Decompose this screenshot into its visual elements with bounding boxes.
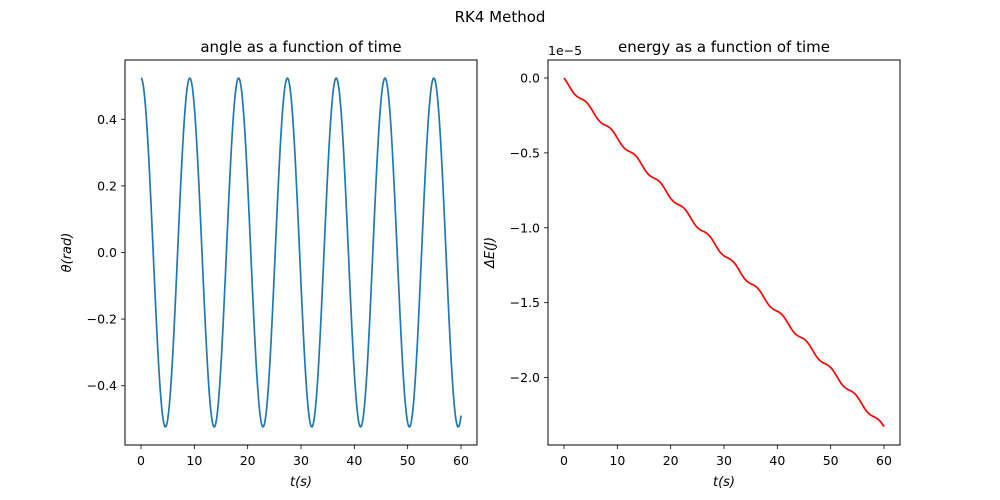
energy-x-tick-label: 30	[716, 453, 732, 468]
energy-x-tick-label: 50	[823, 453, 839, 468]
angle-x-ticks: 0 10 20 30 40 50 60	[137, 445, 469, 468]
energy-x-ticks: 0 10 20 30 40 50 60	[560, 445, 892, 468]
angle-series-layer	[140, 77, 462, 428]
figure-suptitle: RK4 Method	[455, 8, 546, 26]
angle-y-tick-label: 0.0	[97, 245, 117, 260]
energy-y-tick-label: −1.5	[510, 295, 540, 310]
angle-y-ticks: −0.4 −0.2 0.0 0.2 0.4	[87, 112, 125, 393]
angle-x-tick-label: 40	[346, 453, 362, 468]
angle-y-axis-label: θ(rad)	[60, 233, 75, 273]
energy-y-ticks: −2.0 −1.5 −1.0 −0.5 0.0	[510, 70, 548, 385]
angle-x-tick-label: 20	[240, 453, 256, 468]
energy-plot-frame	[547, 59, 901, 446]
energy-series-layer	[563, 77, 885, 428]
angle-x-axis-label: t(s)	[290, 475, 312, 490]
energy-y-axis-label: ΔE(J)	[483, 237, 498, 269]
angle-x-tick-label: 10	[186, 453, 202, 468]
angle-y-tick-label: −0.4	[87, 378, 117, 393]
angle-x-tick-label: 50	[400, 453, 416, 468]
angle-x-tick-label: 30	[293, 453, 309, 468]
angle-plot-title: angle as a function of time	[200, 38, 401, 56]
energy-x-axis-label: t(s)	[713, 475, 735, 490]
energy-series-line	[563, 77, 885, 428]
angle-x-tick-label: 60	[453, 453, 469, 468]
angle-x-tick-label: 0	[137, 453, 145, 468]
angle-y-tick-label: −0.2	[87, 312, 117, 327]
angle-series-line	[140, 77, 462, 428]
energy-y-tick-label: 0.0	[520, 70, 540, 85]
energy-plot: energy as a function of time 0 10 20 30 40 50…	[483, 38, 901, 490]
energy-x-tick-label: 40	[769, 453, 785, 468]
energy-y-tick-label: −2.0	[510, 370, 540, 385]
energy-x-tick-label: 0	[560, 453, 568, 468]
angle-y-tick-label: 0.4	[97, 112, 117, 127]
energy-plot-title: energy as a function of time	[618, 38, 830, 56]
energy-x-tick-label: 20	[663, 453, 679, 468]
energy-y-offset-text: 1e−5	[548, 43, 582, 58]
angle-plot: angle as a function of time 0 10 20 30 40 50 6…	[60, 38, 478, 490]
energy-y-tick-label: −0.5	[510, 145, 540, 160]
angle-y-tick-label: 0.2	[97, 178, 117, 193]
energy-x-tick-label: 10	[609, 453, 625, 468]
energy-y-tick-label: −1.0	[510, 220, 540, 235]
energy-x-tick-label: 60	[876, 453, 892, 468]
